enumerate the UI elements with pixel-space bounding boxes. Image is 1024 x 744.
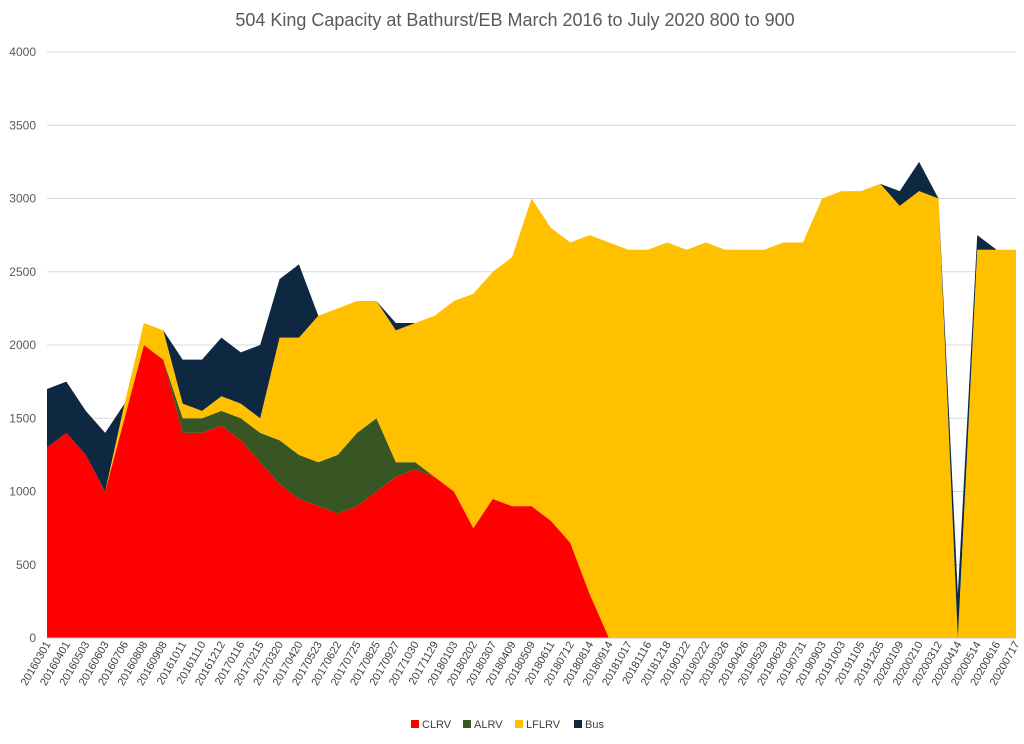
legend-label-clrv: CLRV (422, 719, 452, 731)
y-tick-label: 2000 (9, 338, 36, 352)
series-area-bus (47, 161, 1016, 638)
legend-label-lflrv: LFLRV (526, 719, 561, 731)
plot-area (47, 161, 1016, 638)
y-tick-label: 1500 (9, 411, 36, 425)
y-tick-label: 2500 (9, 265, 36, 279)
y-tick-label: 500 (16, 558, 36, 572)
legend: CLRV ALRV LFLRV Bus (411, 719, 604, 731)
series-area-clrv (47, 345, 1016, 638)
y-tick-label: 3500 (9, 118, 36, 132)
legend-swatch-lflrv (515, 720, 523, 728)
y-tick-label: 4000 (9, 45, 36, 59)
y-tick-label: 0 (29, 631, 36, 645)
legend-label-alrv: ALRV (474, 719, 503, 731)
chart-title: 504 King Capacity at Bathurst/EB March 2… (235, 10, 794, 30)
y-tick-label: 3000 (9, 192, 36, 206)
legend-swatch-bus (574, 720, 582, 728)
series-area-lflrv (47, 183, 1016, 638)
axes: 2016030120160401201605032016060320160706… (19, 637, 1023, 688)
y-tick-label: 1000 (9, 485, 36, 499)
gridlines: 0 500 1000 1500 2000 2500 3000 3500 4000 (9, 45, 1016, 645)
legend-swatch-alrv (463, 720, 471, 728)
legend-swatch-clrv (411, 720, 419, 728)
legend-label-bus: Bus (585, 719, 604, 731)
